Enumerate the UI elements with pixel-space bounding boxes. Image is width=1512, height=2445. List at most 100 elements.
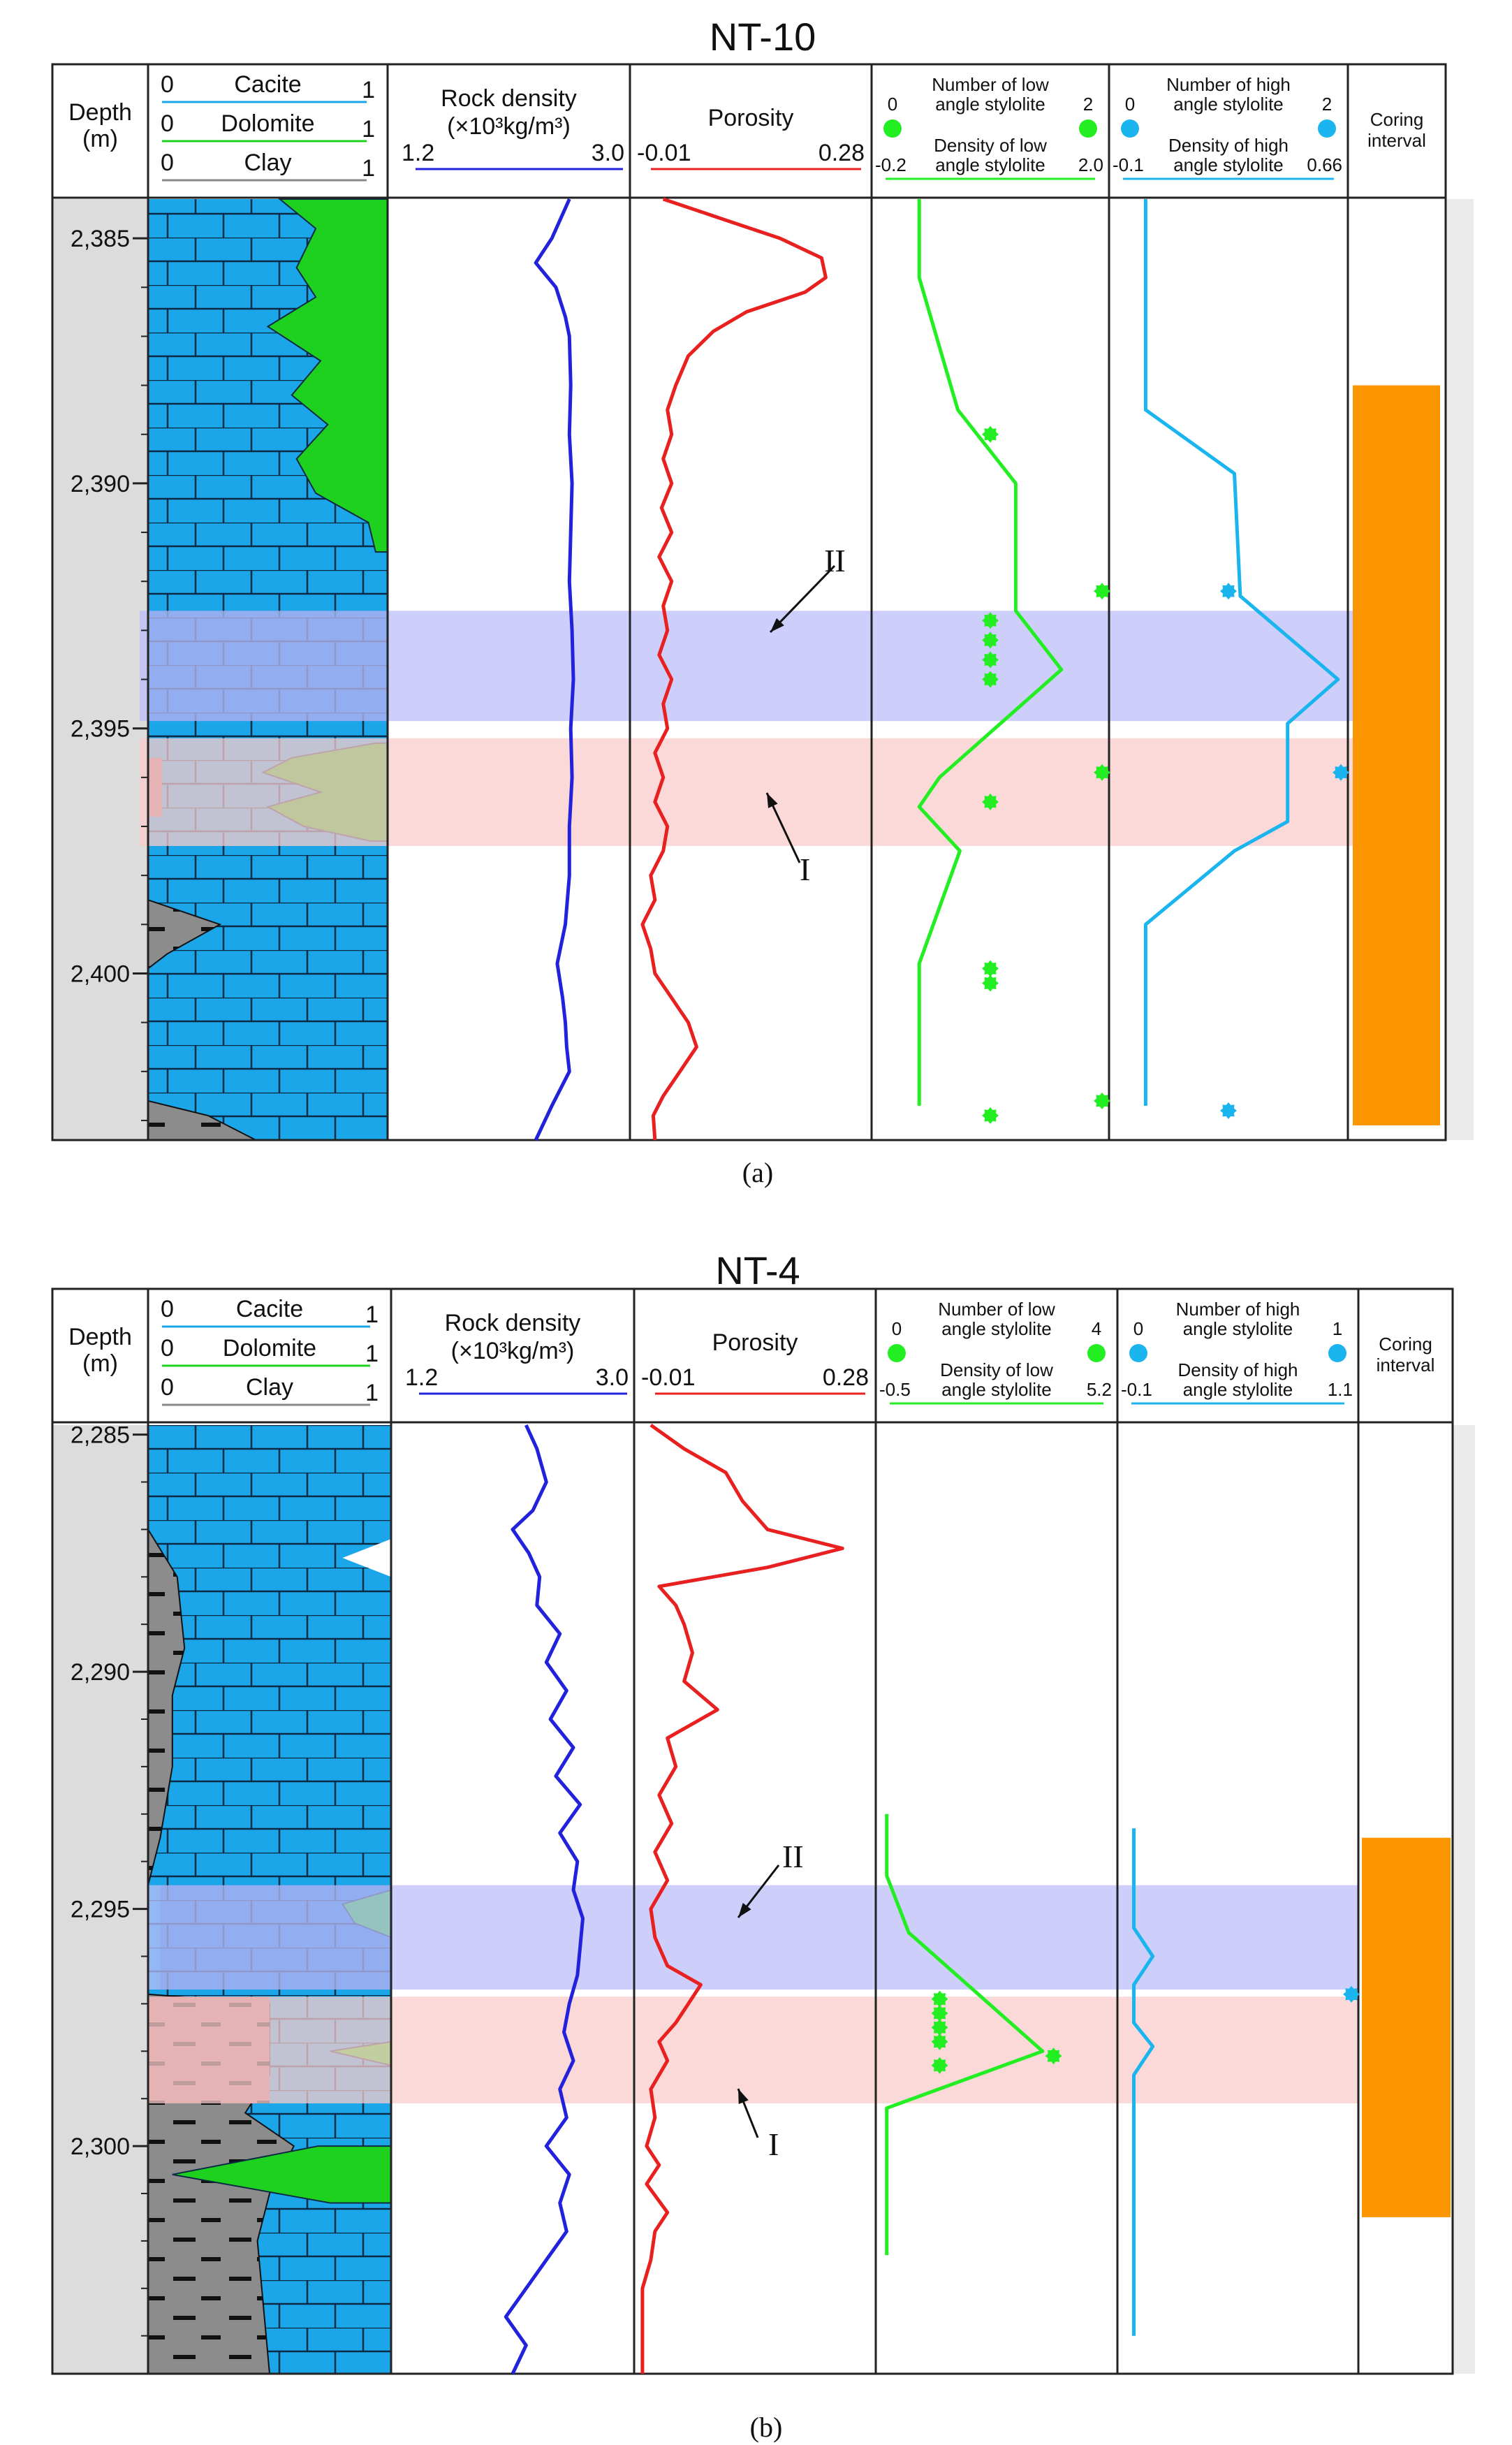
legend-name: Cacite [234,71,301,98]
depth-tick-label: 2,385 [71,226,130,252]
density-scale-max: 3.0 [592,140,624,166]
high_angle-count-header-2: angle stylolite [1183,1318,1293,1339]
depth-tick-label: 2,295 [71,1897,130,1923]
low_angle-density-max: 5.2 [1087,1379,1112,1400]
high_angle-density-min: -0.1 [1113,154,1144,175]
high_angle-density-header: Density of high [1178,1359,1298,1380]
low_angle-count-min: 0 [888,94,897,115]
low_angle-legend-dot [883,119,902,138]
density-scale-min: 1.2 [402,140,434,166]
frame [51,1287,1454,2375]
low_angle-count-header-2: angle stylolite [935,94,1045,115]
low_angle-count-point [1094,1092,1110,1109]
lithology-gap [342,1538,391,1577]
density-curve [534,198,575,1141]
low_angle-count-point [931,2033,948,2050]
low_angle-density-header: Density of low [934,135,1047,156]
low_angle-count-max: 2 [1083,94,1093,115]
high_angle-count-min: 0 [1133,1318,1143,1339]
low_angle-density-min: -0.2 [875,154,907,175]
low_angle-count-header: Number of low [932,74,1049,95]
low_angle-count-point [931,2019,948,2036]
zone-arrow-head [770,618,784,632]
depth-tick-label: 2,285 [71,1422,130,1449]
legend-max: 1 [365,1301,379,1328]
zone-label: II [824,543,846,578]
depth-header-unit: (m) [82,126,118,152]
legend-name: Cacite [236,1296,303,1322]
legend-min: 0 [161,110,174,137]
panel-title: NT-10 [710,15,816,59]
low_angle-count-point [982,612,999,629]
low-angle-density-curve [917,199,1064,1106]
density-unit: (×10³kg/m³) [447,113,571,140]
zone-arrow-head [767,793,778,808]
low_angle-legend-dot [1087,1344,1106,1362]
depth-header: Depth [68,1324,132,1350]
low_angle-density-header: Density of low [940,1359,1053,1380]
legend-min: 0 [161,1335,174,1362]
low_angle-density-header-2: angle stylolite [941,1379,1052,1400]
background-strip [1446,199,1474,1140]
high_angle-density-header: Density of high [1168,135,1289,156]
high_angle-count-max: 1 [1333,1318,1342,1339]
depth-header-unit: (m) [82,1350,118,1377]
high_angle-count-header: Number of high [1176,1299,1300,1320]
density-curve [504,1424,585,2375]
legend-name: Dolomite [221,110,314,137]
high_angle-count-header: Number of high [1166,74,1291,95]
zone-arrow-head [738,1903,751,1918]
legend-max: 1 [365,1341,379,1367]
zone-band-I [140,738,1355,847]
low_angle-count-point [982,425,999,443]
low_angle-legend-dot [1079,119,1097,138]
density-header: Rock density [441,85,577,112]
legend-name: Dolomite [223,1335,316,1362]
legend-max: 1 [362,116,375,143]
low_angle-count-point [931,2005,948,2022]
zone-arrow-head [738,2089,749,2104]
high_angle-count-min: 0 [1125,94,1135,115]
frame [51,63,1447,1141]
low_angle-count-point [1094,764,1110,781]
depth-header: Depth [68,99,132,126]
high_angle-legend-dot [1121,119,1139,138]
zone-label: I [800,852,810,887]
legend-name: Clay [246,1374,293,1401]
porosity-header: Porosity [708,105,794,131]
high_angle-count-header-2: angle stylolite [1173,94,1284,115]
high_angle-count-point [1333,764,1349,781]
zone-band-II [140,611,1353,722]
porosity-scale-min: -0.01 [641,1364,696,1391]
depth-track-bg [52,199,148,1140]
legend-min: 0 [161,149,174,176]
panel-caption: (b) [750,2411,783,2443]
porosity-header: Porosity [712,1329,798,1356]
porosity-scale-min: -0.01 [637,140,691,166]
legend-max: 1 [362,155,375,182]
depth-tick-label: 2,395 [71,716,130,743]
depth-tick-label: 2,400 [71,961,130,987]
high_angle-density-header-2: angle stylolite [1173,154,1284,175]
zone-band-II [148,1885,1358,1990]
legend-min: 0 [161,71,174,98]
depth-tick-label: 2,300 [71,2133,130,2160]
porosity-curve [640,197,828,1141]
low_angle-count-max: 4 [1092,1318,1101,1339]
coring-header-2: interval [1367,130,1426,151]
lithology-dolomite [172,2145,392,2204]
panel-nt4: NT-4 (b) 2,285 2,290 2,295 2,300 Depth(m) 0 Ca… [51,1248,1475,2443]
coring-header: Coring [1379,1334,1432,1355]
low_angle-density-max: 2.0 [1078,154,1103,175]
low_angle-count-point [982,671,999,688]
panel-nt10: NT-10 (a) 2,385 2,390 2,395 2,400 Depth(m) 0 C… [51,15,1474,1188]
high_angle-density-header-2: angle stylolite [1183,1379,1293,1400]
high_angle-count-point [1220,1102,1237,1119]
panel-title: NT-4 [715,1248,800,1292]
coring-interval-bar [1353,385,1440,1125]
high-angle-density-curve [1143,199,1340,1106]
low_angle-count-point [982,1107,999,1124]
high_angle-legend-dot [1318,119,1336,138]
high_angle-count-point [1220,583,1237,600]
